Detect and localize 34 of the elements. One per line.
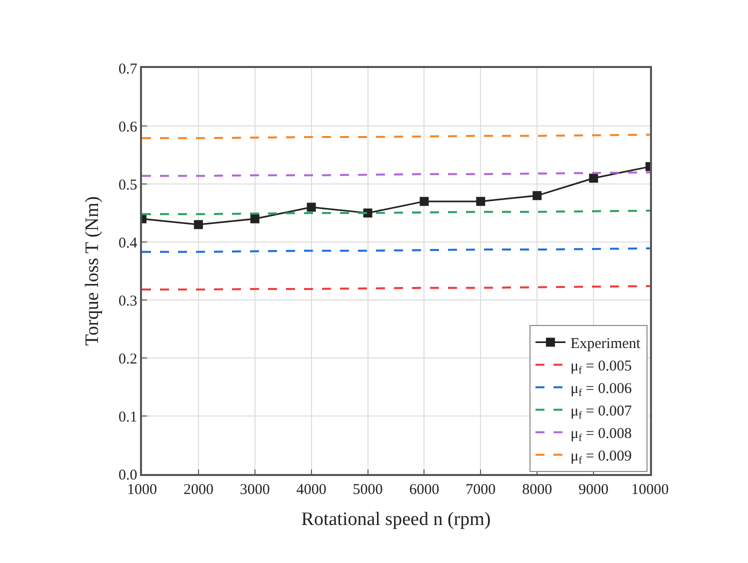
legend-label: Experiment xyxy=(570,336,642,352)
x-tick-label: 2000 xyxy=(183,482,214,498)
legend-label: μ$_{f}$ = 0.008 xyxy=(570,426,632,444)
x-tick-label: 6000 xyxy=(409,482,440,498)
y-tick-label: 0.0 xyxy=(118,467,138,484)
x-tick-label: 7000 xyxy=(466,482,496,498)
y-tick-label: 0.4 xyxy=(118,235,138,252)
y-axis-title: Torque loss T (Nm) xyxy=(82,196,103,346)
legend-label: μ$_{f}$ = 0.009 xyxy=(570,448,632,467)
x-tick-label: 10000 xyxy=(631,482,669,498)
y-tick-label: 0.2 xyxy=(118,351,138,368)
point xyxy=(194,220,203,230)
x-axis-title: Rotational speed n (rpm) xyxy=(301,509,491,530)
point xyxy=(476,196,486,206)
legend-label: μ$_{f}$ = 0.005 xyxy=(570,358,632,377)
y-tick-label: 0.6 xyxy=(118,119,138,136)
x-tick-label: 1000 xyxy=(127,482,157,498)
point xyxy=(420,196,429,206)
y-tick-label: 0.3 xyxy=(118,293,138,310)
y-tick-label: 0.7 xyxy=(118,61,138,78)
legend-label: μ$_{f}$ = 0.006 xyxy=(570,381,632,400)
y-tick-label: 0.1 xyxy=(118,409,138,426)
x-tick-label: 9000 xyxy=(578,482,609,498)
x-tick-label: 8000 xyxy=(522,482,552,498)
x-tick-label: 3000 xyxy=(240,482,270,498)
x-tick-label: 5000 xyxy=(352,482,383,498)
point xyxy=(589,174,598,183)
point xyxy=(250,214,260,224)
legend-label: μ$_{f}$ = 0.007 xyxy=(570,404,632,422)
y-tick-label: 0.5 xyxy=(118,177,138,194)
point xyxy=(363,208,372,218)
point xyxy=(532,191,542,200)
point xyxy=(306,202,316,212)
x-tick-label: 4000 xyxy=(296,482,326,498)
